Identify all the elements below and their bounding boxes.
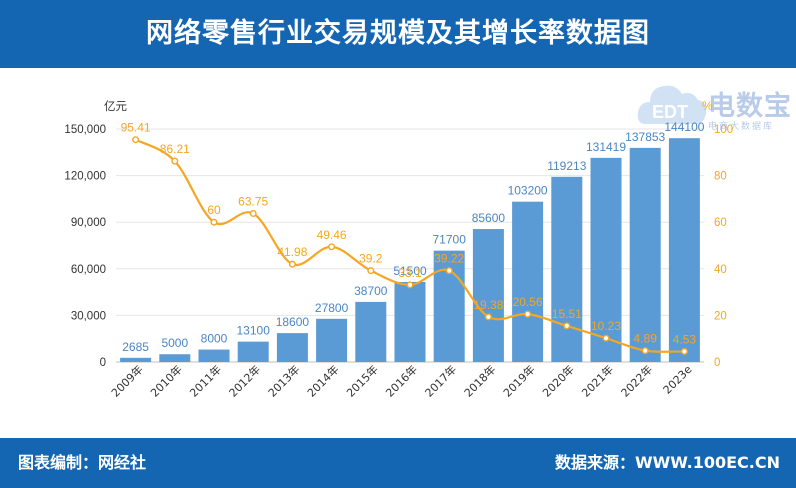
x-axis-tick-label: 2014年: [304, 362, 341, 399]
bar-value-label: 71700: [433, 233, 467, 247]
left-axis-tick-label: 120,000: [64, 171, 106, 183]
growth-rate-point: [641, 347, 649, 355]
bar: [120, 357, 152, 362]
right-axis-tick-label: 100: [714, 124, 733, 136]
left-axis-tick-label: 60,000: [71, 264, 106, 276]
right-axis-tick-label: 20: [714, 310, 727, 322]
data-source: 数据来源：WWW.100EC.CN: [554, 453, 780, 472]
x-axis-tick-label: 2015年: [343, 362, 380, 399]
producer-credit: 图表编制：网经社: [18, 453, 147, 472]
logo-subtitle: 电商大数据库: [708, 122, 775, 132]
left-axis-unit: 亿元: [104, 99, 127, 113]
bar: [276, 333, 308, 362]
growth-rate-label: 10.23: [591, 319, 621, 333]
bar: [629, 147, 661, 362]
bar: [316, 318, 348, 362]
x-axis-tick-label: 2021年: [579, 362, 616, 399]
bar: [668, 138, 700, 362]
bar-value-label: 13100: [237, 324, 271, 338]
right-axis-unit: %: [702, 99, 713, 113]
logo-text: 电数宝: [708, 91, 792, 122]
bar: [159, 354, 191, 362]
right-axis-tick-label: 60: [714, 217, 727, 229]
bar: [394, 282, 426, 362]
growth-rate-label: 33.1: [398, 266, 422, 280]
growth-rate-label: 41.98: [277, 245, 307, 259]
footer-bar: 图表编制：网经社 数据来源：WWW.100EC.CN: [0, 438, 796, 488]
bar: [198, 349, 230, 362]
right-axis-tick-label: 0: [714, 357, 720, 369]
growth-rate-label: 63.75: [238, 194, 268, 208]
header-bar: [0, 0, 796, 68]
x-axis-tick-label: 2019年: [500, 362, 537, 399]
right-axis-tick-label: 80: [714, 171, 727, 183]
bar-value-label: 27800: [315, 301, 349, 315]
bar-value-label: 51500: [393, 264, 427, 278]
bar: [590, 157, 622, 362]
x-axis-tick-label: 2011年: [187, 362, 224, 399]
growth-rate-point: [132, 136, 140, 144]
growth-rate-point: [445, 267, 453, 275]
growth-rate-point: [524, 310, 532, 318]
bar: [237, 341, 269, 362]
growth-rate-point: [210, 218, 218, 226]
left-axis-tick-label: 30,000: [71, 310, 106, 322]
growth-rate-label: 95.41: [121, 121, 151, 135]
growth-rate-point: [328, 243, 336, 251]
bar-value-label: 5000: [161, 336, 188, 350]
bar-value-label: 131419: [586, 140, 626, 154]
bar-value-label: 8000: [201, 332, 228, 346]
growth-rate-point: [171, 157, 179, 165]
growth-rate-label: 19.38: [473, 298, 503, 312]
bar-value-label: 38700: [354, 284, 388, 298]
growth-rate-point: [602, 334, 610, 342]
bar-value-label: 85600: [472, 211, 506, 225]
x-axis-tick-label: 2010年: [147, 362, 184, 399]
growth-rate-label: 20.56: [513, 295, 543, 309]
bar: [551, 176, 583, 362]
bar: [472, 229, 504, 362]
x-axis-tick-label: 2023e: [661, 363, 695, 397]
bar-value-label: 137853: [625, 130, 665, 144]
growth-rate-label: 39.2: [359, 252, 383, 266]
x-axis-tick-label: 2009年: [108, 362, 145, 399]
growth-rate-point: [680, 347, 688, 355]
x-axis-tick-label: 2017年: [422, 362, 459, 399]
bar-value-label: 18600: [276, 315, 310, 329]
bar: [512, 201, 544, 362]
growth-rate-label: 4.89: [634, 332, 658, 346]
bar-value-label: 144100: [664, 120, 704, 134]
x-axis-tick-label: 2022年: [618, 362, 655, 399]
x-axis-tick-label: 2016年: [383, 362, 420, 399]
growth-rate-point: [367, 267, 375, 275]
x-axis-tick-label: 2013年: [265, 362, 302, 399]
bar: [355, 301, 387, 362]
logo-mark: EDT: [652, 102, 688, 122]
bar-value-label: 2685: [122, 340, 149, 354]
growth-rate-point: [484, 313, 492, 321]
left-axis-tick-label: 90,000: [71, 217, 106, 229]
x-axis-tick-label: 2012年: [226, 362, 263, 399]
growth-rate-point: [288, 260, 296, 268]
chart-area: 0 30,000 60,000 90,000 120,000 150,000 0 20 40 60…: [64, 99, 733, 400]
growth-rate-point: [563, 322, 571, 330]
x-axis-tick-label: 2020年: [539, 362, 576, 399]
growth-rate-label: 15.51: [552, 307, 582, 321]
left-axis-tick-label: 150,000: [64, 124, 106, 136]
growth-rate-label: 39.22: [434, 252, 464, 266]
growth-rate-label: 49.46: [317, 228, 347, 242]
x-axis-tick-label: 2018年: [461, 362, 498, 399]
growth-rate-point: [406, 281, 414, 289]
chart-title: 网络零售行业交易规模及其增长率数据图: [146, 18, 650, 49]
growth-rate-label: 86.21: [160, 142, 190, 156]
growth-rate-point: [249, 209, 257, 217]
growth-rate-label: 4.53: [673, 332, 697, 346]
right-axis-tick-label: 40: [714, 264, 727, 276]
cloud-logo-icon: EDT: [637, 85, 707, 124]
bar-value-label: 119213: [547, 159, 586, 173]
bar-value-label: 103200: [508, 184, 548, 198]
growth-rate-label: 60: [207, 203, 221, 217]
left-axis-tick-label: 0: [100, 357, 106, 369]
